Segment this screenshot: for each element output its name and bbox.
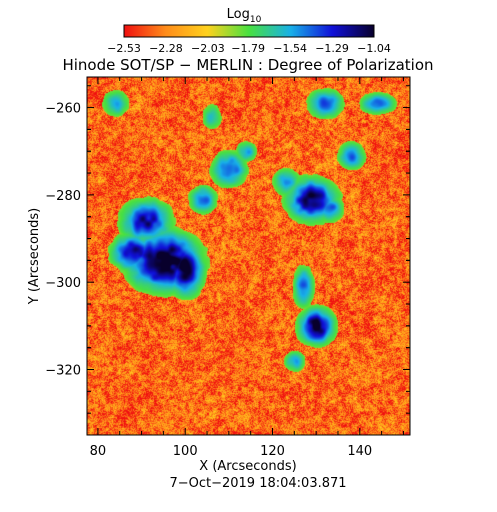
- plot-frame: [86, 76, 411, 436]
- colorbar-label-base: Log: [227, 7, 250, 22]
- y-tick-label: −300: [45, 276, 81, 291]
- y-axis: −260 −280 −300 −320: [45, 85, 410, 436]
- colorbar-tick-label: −1.29: [315, 42, 349, 55]
- x-axis-label: X (Arcseconds): [199, 459, 296, 474]
- colorbar-label: Log10: [227, 7, 262, 25]
- x-axis: 80 100 120 140: [90, 77, 404, 459]
- x-tick-label: 100: [173, 444, 198, 459]
- colorbar: [123, 24, 375, 38]
- chart-title: Hinode SOT/SP − MERLIN : Degree of Polar…: [62, 56, 433, 74]
- timestamp: 7−Oct−2019 18:04:03.871: [169, 476, 346, 491]
- heatmap-container: [87, 77, 410, 435]
- heatmap-image: [87, 77, 410, 435]
- colorbar-tick-label: −1.79: [231, 42, 265, 55]
- x-tick-label: 80: [90, 444, 107, 459]
- colorbar-tick-label: −1.04: [357, 42, 391, 55]
- colorbar-tick-labels: −2.53 −2.28 −2.03 −1.79 −1.54 −1.29 −1.04: [107, 42, 391, 55]
- colorbar-label-subscript: 10: [250, 15, 262, 25]
- colorbar-tick-label: −1.54: [273, 42, 307, 55]
- y-tick-label: −260: [45, 102, 81, 117]
- y-axis-label: Y (Arcseconds): [27, 208, 42, 305]
- x-tick-label: 140: [347, 444, 372, 459]
- colorbar-tick-label: −2.28: [149, 42, 183, 55]
- colorbar-tick-label: −2.53: [107, 42, 141, 55]
- y-tick-label: −320: [45, 364, 81, 379]
- colorbar-tick-label: −2.03: [191, 42, 225, 55]
- y-tick-label: −280: [45, 189, 81, 204]
- x-tick-label: 120: [260, 444, 285, 459]
